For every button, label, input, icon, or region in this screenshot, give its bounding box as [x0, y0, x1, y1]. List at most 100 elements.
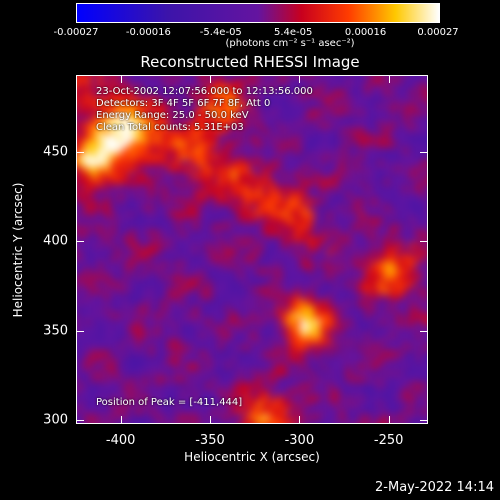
heatmap-cell	[358, 357, 365, 364]
heatmap-cell	[326, 376, 334, 384]
heatmap-cell	[402, 140, 410, 148]
heatmap-cell	[224, 325, 232, 333]
heatmap-cell	[135, 407, 143, 415]
heatmap-cell	[338, 306, 346, 314]
heatmap-cell	[97, 338, 105, 345]
heatmap-cell	[97, 401, 105, 409]
heatmap-cell	[249, 89, 257, 97]
heatmap-cell	[364, 229, 372, 237]
heatmap-cell	[249, 344, 257, 352]
heatmap-cell	[179, 83, 187, 91]
heatmap-cell	[103, 210, 111, 218]
heatmap-cell	[294, 77, 302, 85]
heatmap-cell	[408, 166, 416, 174]
heatmap-cell	[408, 344, 416, 352]
heatmap-cell	[351, 369, 359, 377]
heatmap-cell	[109, 115, 117, 123]
heatmap-cell	[326, 338, 334, 345]
heatmap-cell	[338, 83, 346, 91]
heatmap-cell	[281, 223, 289, 231]
heatmap-cell	[338, 363, 346, 371]
heatmap-cell	[249, 198, 257, 205]
heatmap-cell	[224, 147, 232, 155]
heatmap-cell	[402, 198, 410, 205]
heatmap-cell	[345, 331, 353, 339]
heatmap-cell	[218, 255, 225, 263]
heatmap-cell	[408, 350, 416, 358]
heatmap-cell	[237, 299, 245, 307]
heatmap-cell	[230, 325, 238, 333]
heatmap-cell	[230, 318, 238, 326]
heatmap-cell	[109, 344, 117, 352]
heatmap-cell	[116, 420, 124, 424]
heatmap-cell	[129, 255, 136, 263]
heatmap-cell	[300, 166, 308, 174]
heatmap-cell	[389, 299, 397, 307]
heatmap-cell	[205, 287, 213, 295]
heatmap-cell	[389, 77, 397, 85]
heatmap-cell	[237, 407, 245, 415]
heatmap-cell	[351, 153, 359, 161]
heatmap-cell	[396, 229, 404, 237]
x-tick-label: -350	[195, 433, 225, 448]
heatmap-cell	[154, 306, 162, 314]
heatmap-cell	[109, 331, 117, 339]
heatmap-cell	[179, 306, 187, 314]
heatmap-cell	[307, 159, 315, 167]
heatmap-cell	[249, 115, 257, 123]
heatmap-cell	[358, 217, 365, 225]
heatmap-cell	[338, 401, 346, 409]
heatmap-cell	[211, 191, 219, 199]
heatmap-cell	[319, 217, 327, 225]
heatmap-cell	[116, 159, 124, 167]
heatmap-cell	[300, 338, 308, 345]
heatmap-cell	[415, 293, 423, 301]
heatmap-cell	[370, 134, 378, 142]
heatmap-cell	[90, 198, 98, 205]
heatmap-cell	[294, 185, 302, 193]
heatmap-cell	[358, 229, 365, 237]
heatmap-cell	[358, 159, 365, 167]
heatmap-cell	[332, 376, 340, 384]
heatmap-cell	[345, 248, 353, 256]
heatmap-cell	[76, 147, 79, 155]
heatmap-cell	[90, 229, 98, 237]
heatmap-cell	[199, 338, 206, 345]
heatmap-cell	[358, 306, 365, 314]
heatmap-cell	[192, 198, 200, 205]
heatmap-cell	[199, 121, 206, 129]
heatmap-cell	[377, 338, 384, 345]
heatmap-cell	[90, 299, 98, 307]
heatmap-cell	[84, 293, 92, 301]
heatmap-cell	[319, 198, 327, 205]
heatmap-cell	[396, 325, 404, 333]
heatmap-cell	[421, 83, 428, 91]
heatmap-cell	[364, 75, 372, 78]
heatmap-cell	[262, 166, 270, 174]
heatmap-cell	[141, 293, 149, 301]
heatmap-cell	[408, 77, 416, 85]
heatmap-cell	[218, 242, 225, 250]
heatmap-cell	[135, 376, 143, 384]
heatmap-cell	[370, 217, 378, 225]
heatmap-cell	[396, 77, 404, 85]
heatmap-cell	[230, 331, 238, 339]
heatmap-cell	[332, 363, 340, 371]
heatmap-cell	[421, 185, 428, 193]
heatmap-cell	[237, 89, 245, 97]
heatmap-cell	[167, 261, 175, 269]
heatmap-cell	[97, 280, 105, 288]
heatmap-cell	[141, 350, 149, 358]
heatmap-cell	[275, 363, 283, 371]
heatmap-cell	[364, 191, 372, 199]
heatmap-cell	[230, 414, 238, 422]
heatmap-cell	[389, 210, 397, 218]
heatmap-cell	[319, 299, 327, 307]
heatmap-cell	[345, 179, 353, 186]
heatmap-cell	[129, 115, 136, 123]
heatmap-cell	[173, 338, 181, 345]
heatmap-cell	[224, 280, 232, 288]
heatmap-cell	[148, 134, 156, 142]
heatmap-cell	[389, 223, 397, 231]
heatmap-cell	[396, 96, 404, 104]
